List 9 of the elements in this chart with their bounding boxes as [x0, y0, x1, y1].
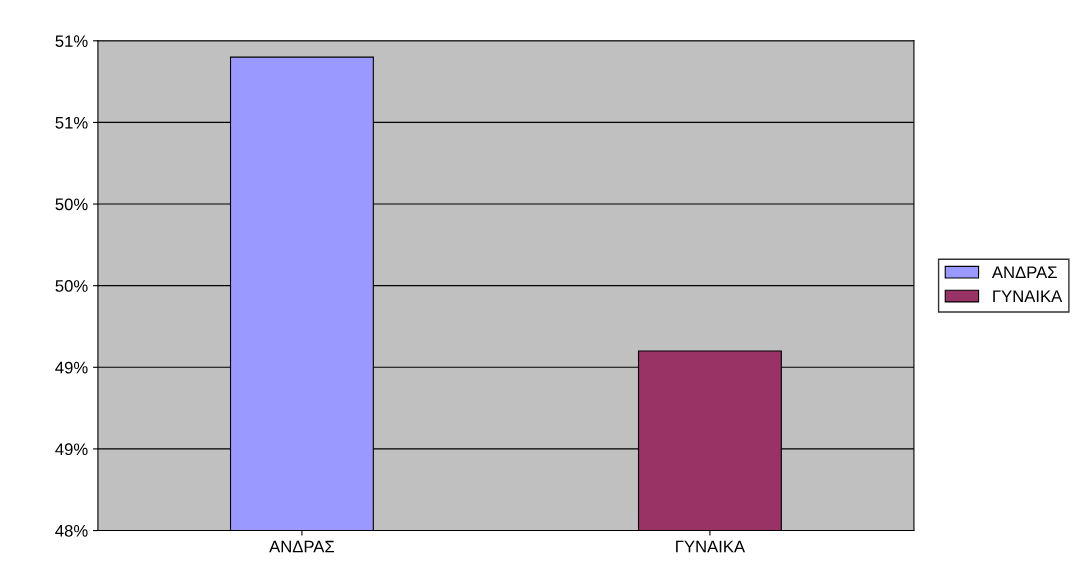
y-tick-label: 49%: [55, 361, 88, 374]
y-tick-label: 48%: [55, 524, 88, 537]
legend-label: ΑΝΔΡΑΣ: [991, 266, 1057, 279]
y-tick-label: 51%: [55, 116, 88, 129]
y-tick-label: 49%: [55, 443, 88, 456]
legend-label: ΓΥΝΑΙΚΑ: [993, 290, 1063, 302]
y-tick-label: 51%: [55, 35, 88, 48]
y-tick-label: 50%: [55, 198, 88, 211]
y-tick-label: 50%: [55, 280, 88, 292]
